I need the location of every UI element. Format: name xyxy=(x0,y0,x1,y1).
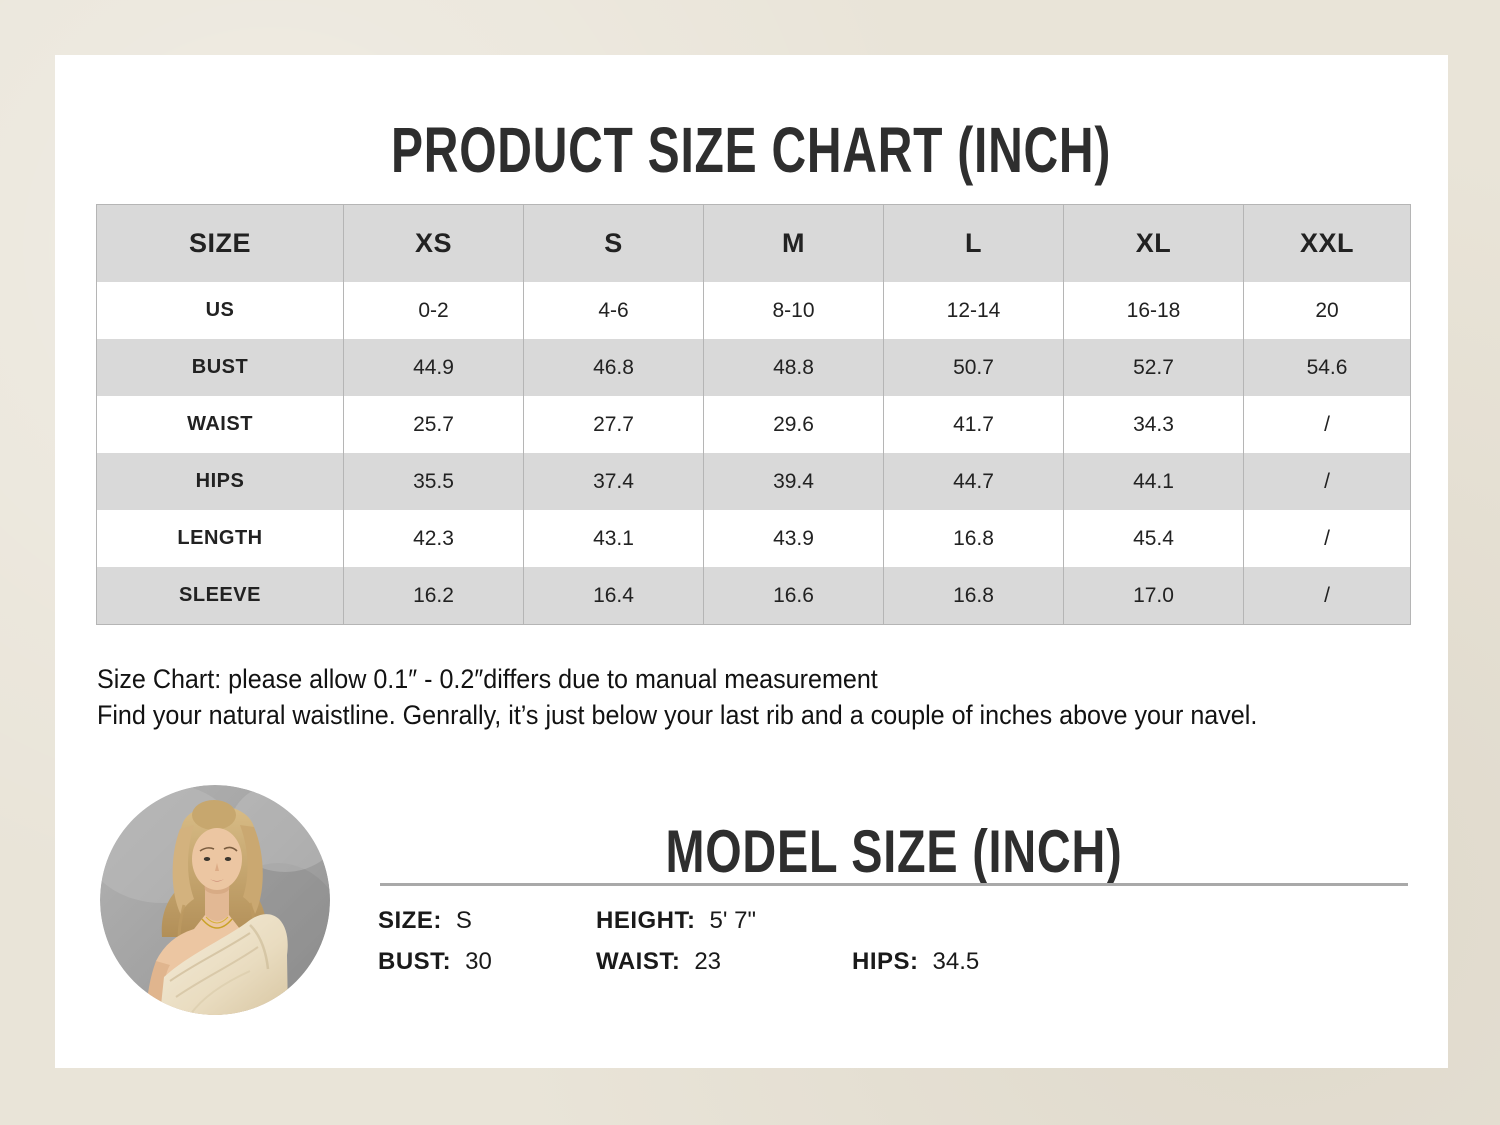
content-card: PRODUCT SIZE CHART (INCH) SIZE XS S M L … xyxy=(55,55,1448,1068)
value-cell: 43.1 xyxy=(523,510,704,567)
table-row-sleeve: SLEEVE 16.2 16.4 16.6 16.8 17.0 / xyxy=(96,567,1411,625)
table-row-us: US 0-2 4-6 8-10 12-14 16-18 20 xyxy=(96,282,1411,339)
model-size-title-wrap: MODEL SIZE (INCH) xyxy=(380,817,1408,886)
table-row-waist: WAIST 25.7 27.7 29.6 41.7 34.3 / xyxy=(96,396,1411,453)
value-cell: 52.7 xyxy=(1063,339,1244,396)
value-cell: 45.4 xyxy=(1063,510,1244,567)
size-note-line-1: Size Chart: please allow 0.1″ - 0.2″diff… xyxy=(97,664,878,694)
table-header-cell-size: SIZE xyxy=(96,204,344,282)
value-cell: 37.4 xyxy=(523,453,704,510)
value-cell: 29.6 xyxy=(703,396,884,453)
value-cell: 44.7 xyxy=(883,453,1064,510)
table-header-cell-l: L xyxy=(883,204,1064,282)
value-cell: 16.6 xyxy=(703,567,884,625)
value-cell: / xyxy=(1243,510,1411,567)
value-cell: 16-18 xyxy=(1063,282,1244,339)
value-cell: 8-10 xyxy=(703,282,884,339)
table-row-hips: HIPS 35.5 37.4 39.4 44.7 44.1 / xyxy=(96,453,1411,510)
value-cell: / xyxy=(1243,396,1411,453)
spec-bust-value: 30 xyxy=(465,948,492,975)
row-label-cell: BUST xyxy=(96,339,344,396)
value-cell: 50.7 xyxy=(883,339,1064,396)
table-header-cell-xl: XL xyxy=(1063,204,1244,282)
row-label-cell: WAIST xyxy=(96,396,344,453)
value-cell: 16.8 xyxy=(883,510,1064,567)
value-cell: 20 xyxy=(1243,282,1411,339)
spec-hips-label: HIPS: xyxy=(852,948,919,975)
table-header-cell-xs: XS xyxy=(343,204,524,282)
value-cell: 27.7 xyxy=(523,396,704,453)
spec-height: HEIGHT: 5' 7" xyxy=(596,907,852,935)
spec-size-label: SIZE: xyxy=(378,907,442,934)
spec-hips-value: 34.5 xyxy=(932,948,980,975)
product-size-chart-title-wrap: PRODUCT SIZE CHART (INCH) xyxy=(55,113,1448,187)
table-header-cell-xxl: XXL xyxy=(1243,204,1411,282)
size-chart-notes: Size Chart: please allow 0.1″ - 0.2″diff… xyxy=(97,661,1345,733)
spec-hips: HIPS: 34.5 xyxy=(852,948,1408,976)
table-header-row: SIZE XS S M L XL XXL xyxy=(96,204,1411,282)
product-size-chart-title: PRODUCT SIZE CHART (INCH) xyxy=(391,114,1112,186)
value-cell: 44.9 xyxy=(343,339,524,396)
size-note-line-2: Find your natural waistline. Genrally, i… xyxy=(97,700,1258,730)
value-cell: 41.7 xyxy=(883,396,1064,453)
value-cell: 12-14 xyxy=(883,282,1064,339)
value-cell: 43.9 xyxy=(703,510,884,567)
row-label-cell: LENGTH xyxy=(96,510,344,567)
value-cell: 0-2 xyxy=(343,282,524,339)
table-row-bust: BUST 44.9 46.8 48.8 50.7 52.7 54.6 xyxy=(96,339,1411,396)
model-photo-image xyxy=(100,785,330,1015)
spec-height-value: 5' 7" xyxy=(709,907,756,934)
value-cell: 4-6 xyxy=(523,282,704,339)
row-label-cell: HIPS xyxy=(96,453,344,510)
value-cell: 35.5 xyxy=(343,453,524,510)
spec-bust-label: BUST: xyxy=(378,948,452,975)
model-section-divider xyxy=(380,883,1408,886)
model-specs: SIZE: S HEIGHT: 5' 7" BUST: 30 WAIST: 23 HIP… xyxy=(378,907,1408,976)
value-cell: 44.1 xyxy=(1063,453,1244,510)
spec-size-value: S xyxy=(455,907,472,934)
value-cell: 34.3 xyxy=(1063,396,1244,453)
value-cell: 16.8 xyxy=(883,567,1064,625)
value-cell: 39.4 xyxy=(703,453,884,510)
value-cell: / xyxy=(1243,567,1411,625)
table-header-cell-m: M xyxy=(703,204,884,282)
value-cell: 25.7 xyxy=(343,396,524,453)
spec-height-label: HEIGHT: xyxy=(596,907,696,934)
value-cell: 46.8 xyxy=(523,339,704,396)
table-row-length: LENGTH 42.3 43.1 43.9 16.8 45.4 / xyxy=(96,510,1411,567)
spec-bust: BUST: 30 xyxy=(378,948,596,976)
spec-waist-value: 23 xyxy=(694,948,722,975)
value-cell: 17.0 xyxy=(1063,567,1244,625)
spec-waist-label: WAIST: xyxy=(596,948,681,975)
spec-size: SIZE: S xyxy=(378,907,596,935)
value-cell: / xyxy=(1243,453,1411,510)
table-header-cell-s: S xyxy=(523,204,704,282)
spec-spacer xyxy=(852,907,1408,935)
value-cell: 48.8 xyxy=(703,339,884,396)
model-size-title: MODEL SIZE (INCH) xyxy=(665,818,1123,885)
value-cell: 16.4 xyxy=(523,567,704,625)
row-label-cell: SLEEVE xyxy=(96,567,344,625)
spec-waist: WAIST: 23 xyxy=(596,948,852,976)
value-cell: 16.2 xyxy=(343,567,524,625)
size-chart-table: SIZE XS S M L XL XXL US 0-2 4-6 8-10 12-… xyxy=(96,204,1411,625)
model-portrait-illustration xyxy=(100,785,330,1015)
row-label-cell: US xyxy=(96,282,344,339)
value-cell: 54.6 xyxy=(1243,339,1411,396)
value-cell: 42.3 xyxy=(343,510,524,567)
